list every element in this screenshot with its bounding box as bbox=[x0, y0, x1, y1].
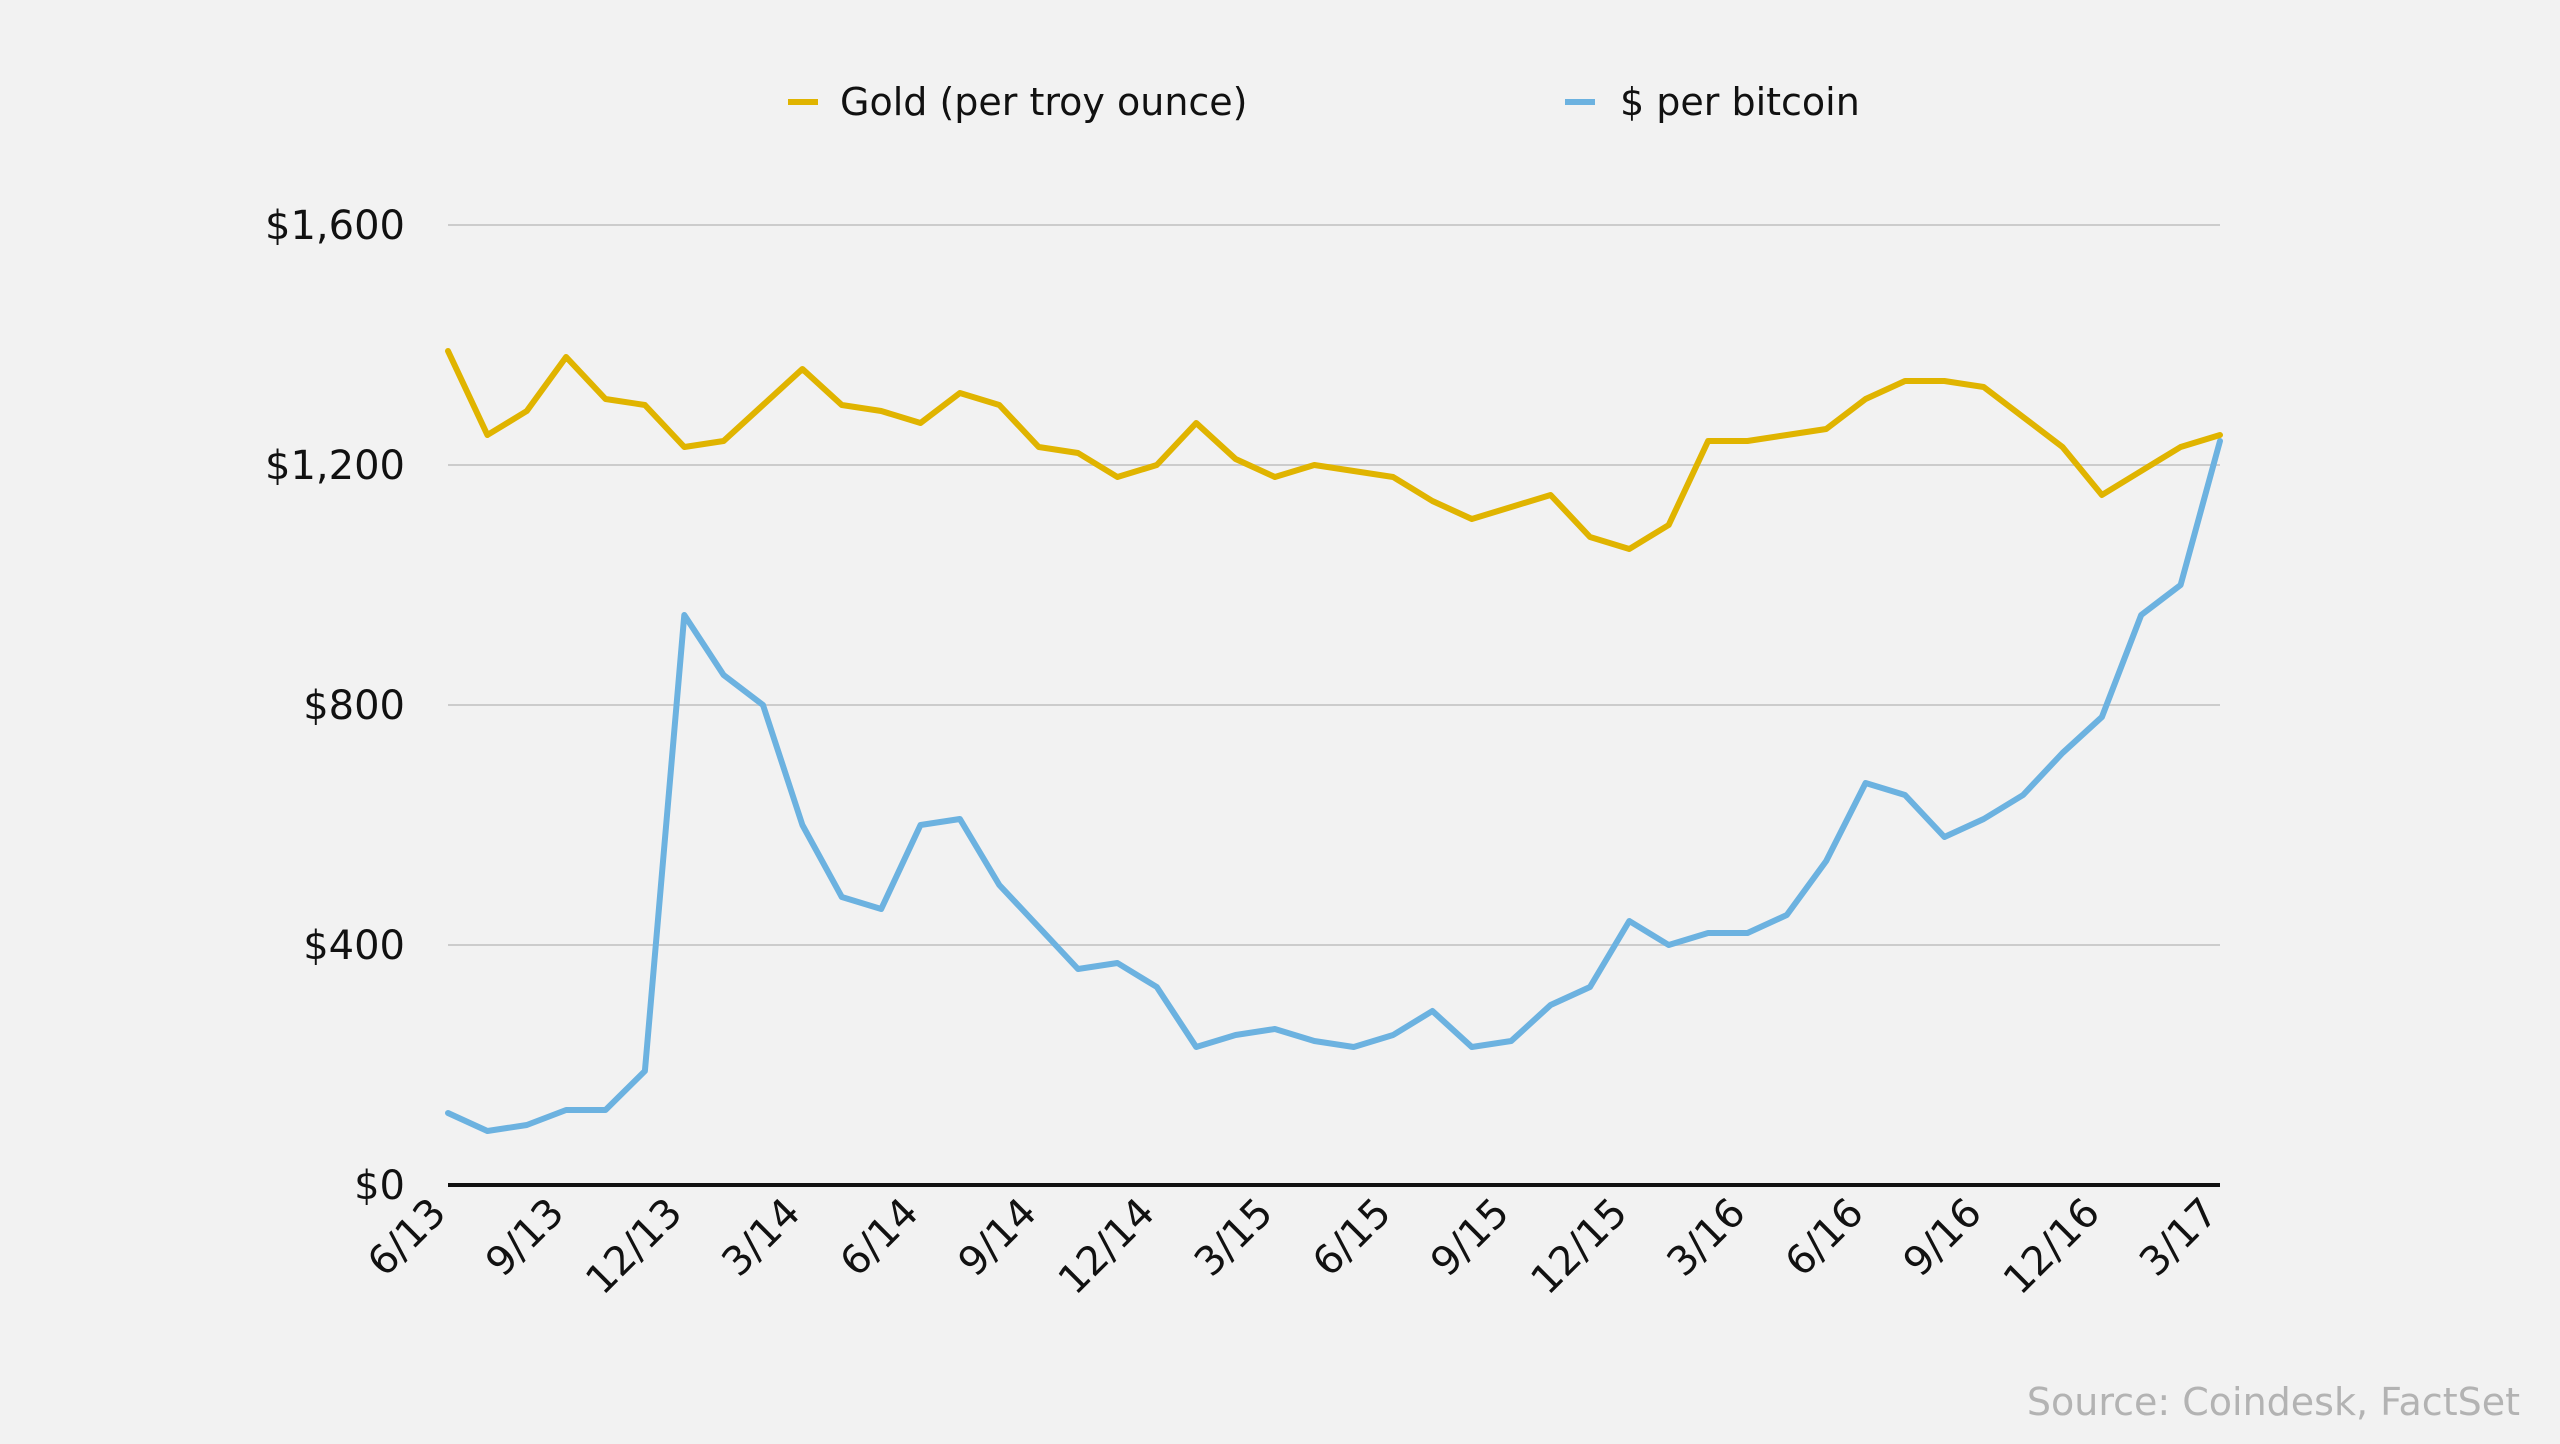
y-tick-label: $0 bbox=[354, 1163, 405, 1209]
source-note: Source: Coindesk, FactSet bbox=[2027, 1380, 2520, 1424]
x-tick-label: 9/15 bbox=[1422, 1190, 1518, 1286]
series-line-bitcoin bbox=[445, 438, 2223, 1134]
series-layer bbox=[445, 348, 2223, 1134]
y-tick-label: $1,200 bbox=[265, 443, 405, 489]
y-tick-label: $800 bbox=[303, 683, 405, 729]
x-tick-label: 12/15 bbox=[1522, 1190, 1636, 1304]
legend-label-gold: Gold (per troy ounce) bbox=[840, 80, 1248, 124]
x-axis-ticks: 6/13 9/13 12/13 3/14 6/14 9/14 12/14 3/15 6/15 9/… bbox=[359, 1190, 2227, 1304]
chart-legend: Gold (per troy ounce) $ per bitcoin bbox=[788, 80, 1860, 124]
x-tick-label: 12/16 bbox=[1995, 1190, 2109, 1304]
x-tick-label: 12/13 bbox=[577, 1190, 691, 1304]
x-tick-label: 9/16 bbox=[1895, 1190, 1991, 1286]
x-tick-label: 9/13 bbox=[477, 1190, 573, 1286]
x-tick-label: 6/15 bbox=[1304, 1190, 1400, 1286]
x-tick-label: 12/14 bbox=[1050, 1190, 1164, 1304]
x-tick-label: 3/15 bbox=[1186, 1190, 1282, 1286]
y-tick-label: $1,600 bbox=[265, 203, 405, 249]
y-axis-ticks: $0 $400 $800 $1,200 $1,600 bbox=[265, 203, 405, 1209]
x-tick-label: 6/16 bbox=[1777, 1190, 1873, 1286]
y-tick-label: $400 bbox=[303, 923, 405, 969]
x-tick-label: 3/17 bbox=[2131, 1190, 2227, 1286]
legend-label-bitcoin: $ per bitcoin bbox=[1620, 80, 1860, 124]
x-tick-label: 9/14 bbox=[950, 1190, 1046, 1286]
x-tick-label: 3/16 bbox=[1658, 1190, 1754, 1286]
series-line-gold bbox=[445, 348, 2223, 552]
x-tick-label: 3/14 bbox=[713, 1190, 809, 1286]
gridlines bbox=[448, 224, 2220, 946]
x-tick-label: 6/14 bbox=[832, 1190, 928, 1286]
